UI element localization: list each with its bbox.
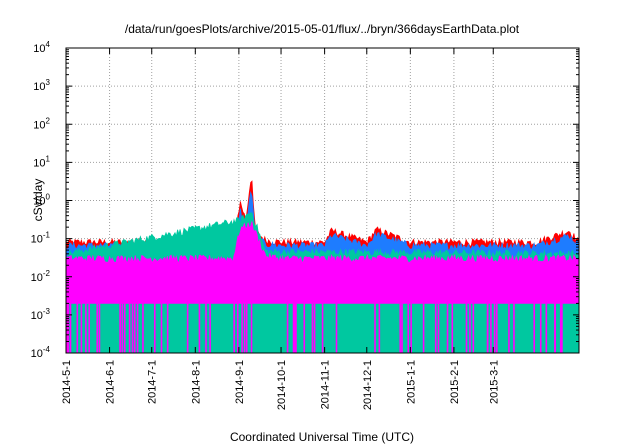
x-tick-label: 2014-10-1 [276,360,288,410]
y-tick-label: 102 [33,116,50,131]
x-tick-label: 2014-7-1 [147,360,159,404]
x-tick-label: 2015-1-1 [405,360,417,404]
y-tick-label: 10-4 [31,345,51,360]
y-tick-label: 104 [33,40,50,55]
y-tick-label: 100 [33,193,50,208]
ticks [65,47,579,354]
x-tick-labels: 2014-5-1 2014-6-1 2014-7-1 2014-8-1 2014-9-1… [61,360,500,410]
x-tick-label: 2014-6-1 [105,360,117,404]
x-tick-label: 2014-12-1 [362,360,374,410]
y-tick-label: 10-2 [31,269,51,284]
x-tick-label: 2014-9-1 [234,360,246,404]
x-tick-label: 2014-5-1 [61,360,73,404]
x-tick-label: 2014-8-1 [190,360,202,404]
x-tick-label: 2014-11-1 [320,360,332,409]
series-area [66,221,579,304]
y-tick-labels: 10-4 10-3 10-2 10-1 100 101 102 103 104 [31,40,51,360]
y-tick-label: 103 [33,78,50,93]
x-tick-label: 2015-3-1 [488,360,500,404]
x-tick-label: 2015-2-1 [449,360,461,404]
series-group [66,180,579,353]
y-tick-label: 10-3 [31,307,51,322]
y-tick-label: 10-1 [31,231,51,246]
chart-title: /data/run/goesPlots/archive/2015-05-01/f… [125,22,520,36]
y-tick-label: 101 [33,154,50,169]
y-axis-label: cSv/day [31,179,45,222]
x-axis-label: Coordinated Universal Time (UTC) [230,430,414,444]
